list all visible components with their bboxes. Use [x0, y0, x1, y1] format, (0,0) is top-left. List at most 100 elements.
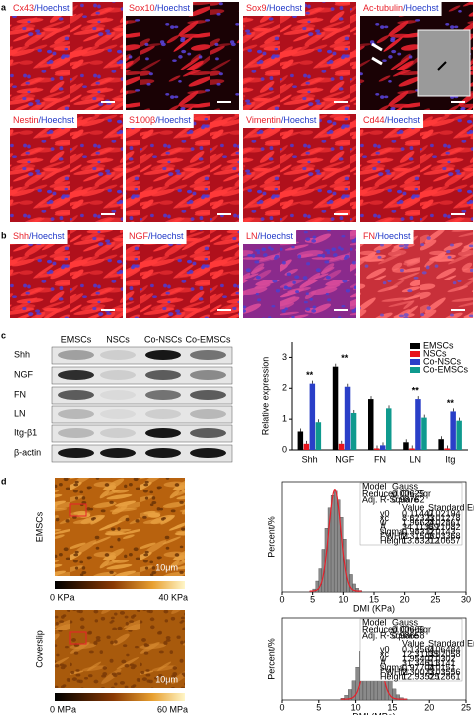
blot-band	[100, 409, 136, 419]
scale-bar-label: 10μm	[155, 674, 178, 684]
micrograph	[360, 114, 473, 222]
blot-band	[58, 350, 94, 360]
fit-cell: y0	[380, 508, 390, 518]
stain-name: /Hoechst	[155, 3, 191, 13]
significance: **	[447, 398, 455, 408]
fit-cell: 0.02194	[428, 508, 461, 518]
histogram-bar	[333, 490, 338, 593]
blot-band	[100, 370, 136, 380]
x-tick-label: 0	[279, 594, 284, 604]
blot-band	[145, 370, 181, 380]
stain-name: /Hoechst	[155, 115, 191, 125]
fit-cell: Standard Error	[428, 638, 474, 648]
panel-label: b	[1, 230, 7, 240]
significance: **	[412, 385, 420, 395]
fit-cell: Reduced Chi-Sqr	[362, 624, 431, 634]
blot-strip	[51, 346, 233, 365]
blot-band	[100, 350, 136, 360]
x-tick-label: 15	[369, 594, 379, 604]
fit-cell: 0.11447	[402, 508, 434, 518]
lane-label: NSCs	[106, 334, 130, 344]
marker-name: Cd44	[363, 115, 385, 125]
fit-cell: w	[379, 653, 387, 663]
x-tick-label: FN	[374, 454, 386, 464]
bar	[456, 420, 462, 450]
fit-cell: xc	[380, 649, 390, 659]
x-tick-label: 20	[424, 702, 434, 712]
blot-band	[100, 448, 136, 458]
fit-cell: w	[379, 517, 387, 527]
label-bg	[10, 114, 78, 128]
fit-cell: 12.31135	[402, 649, 439, 659]
legend-swatch	[410, 359, 420, 365]
bar	[350, 412, 357, 450]
fit-cell: 0.21082	[428, 522, 461, 532]
fit-cell: Adj. R-Square	[362, 630, 419, 640]
fit-cell: xc	[380, 513, 390, 523]
marker-name: Vimentin	[246, 115, 281, 125]
blot-band	[100, 390, 136, 400]
x-axis-title: DMI (KPa)	[353, 603, 395, 613]
fit-cell: FWHM	[380, 531, 408, 541]
arrow	[437, 61, 447, 71]
bar	[338, 443, 345, 450]
blot-band	[145, 428, 181, 438]
label-bg	[243, 114, 320, 128]
image-label: S100β/Hoechst	[129, 115, 191, 125]
fit-cell: 0.98312	[402, 526, 435, 536]
sample-name: Coverslip	[34, 630, 44, 668]
marker-name: NGF	[129, 231, 149, 241]
fit-cell: 0.00625	[392, 488, 425, 498]
fit-cell: 12.93525	[402, 671, 440, 681]
fit-cell: 0.00666	[392, 624, 425, 634]
fit-table	[359, 618, 463, 682]
stain-name: /Hoechst	[148, 231, 184, 241]
fit-cell: 0.01278	[428, 513, 461, 523]
fit-cell: Gauss	[392, 617, 419, 627]
fit-cell: 0.02861	[428, 517, 461, 527]
fit-cell: 2.30073	[402, 667, 435, 677]
label-bg	[243, 230, 297, 244]
label-bg	[360, 2, 442, 16]
lane-label: Co-EMSCs	[185, 334, 231, 344]
micrograph	[10, 2, 123, 110]
scale-bar-label: 10μm	[155, 562, 178, 572]
y-axis-title: Percent/%	[266, 516, 276, 558]
marker-name: Shh	[13, 231, 29, 241]
label-bg	[126, 230, 187, 244]
fit-cell: 2.31506	[402, 531, 435, 541]
blot-band	[145, 409, 181, 419]
micrograph	[243, 230, 356, 318]
row-label: LN	[14, 408, 26, 418]
marker-name: Ac-tubulin	[363, 3, 403, 13]
blot-band	[190, 409, 226, 419]
bar	[438, 439, 444, 450]
image-label: LN/Hoechst	[246, 231, 294, 241]
label-bg	[126, 2, 194, 16]
stain-name: /Hoechst	[34, 3, 70, 13]
fit-cell: Standard Error	[428, 502, 474, 512]
image-label: NGF/Hoechst	[129, 231, 184, 241]
histogram-bar	[355, 667, 360, 701]
blot-band	[145, 448, 181, 458]
fit-cell: 0.03368	[428, 531, 461, 541]
bar	[303, 443, 310, 450]
micrograph	[10, 114, 123, 222]
afm-image	[55, 478, 185, 576]
fit-cell: Reduced Chi-Sqr	[362, 488, 431, 498]
fit-cell: 0.97704	[402, 662, 435, 672]
stain-name: /Hoechst	[39, 115, 75, 125]
marker-name: LN	[246, 231, 258, 241]
micrograph	[243, 2, 356, 110]
micrograph	[243, 114, 356, 222]
panel-label: d	[1, 476, 7, 486]
afm-image	[55, 610, 185, 688]
legend-swatch	[410, 367, 420, 373]
blot-band	[190, 370, 226, 380]
x-tick-label: 20	[400, 594, 410, 604]
fit-cell: 0.0302	[428, 653, 456, 663]
x-tick-label: Shh	[302, 454, 318, 464]
blot-band	[145, 350, 181, 360]
x-tick-label: 0	[279, 702, 284, 712]
colorbar-max: 40 KPa	[158, 592, 188, 602]
